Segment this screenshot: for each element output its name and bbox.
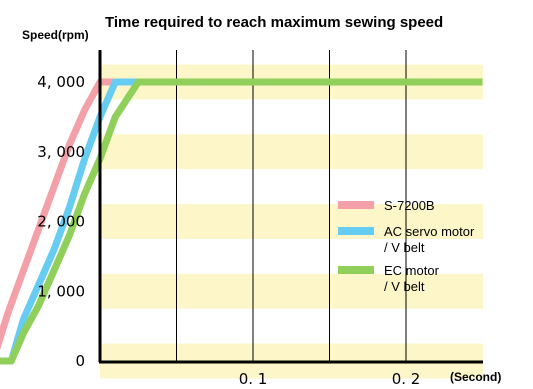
legend-swatch-0 — [338, 201, 374, 209]
series-lines — [0, 78, 483, 365]
series-line-2 — [0, 78, 483, 365]
legend-label-2-1: / V belt — [384, 279, 425, 294]
chart-title: Time required to reach maximum sewing sp… — [105, 14, 443, 31]
legend-swatch-1 — [338, 227, 374, 235]
series-line-0 — [0, 78, 116, 351]
y-tick-label-3: 3, 000 — [37, 143, 85, 161]
band-3 — [100, 273, 483, 309]
band-1 — [100, 134, 483, 170]
y-tick-label-4: 4, 000 — [37, 73, 85, 91]
legend-label-0-0: S-7200B — [384, 198, 435, 213]
legend-label-1-0: AC servo motor — [384, 224, 475, 239]
x-tick-label-0: 0. 1 — [239, 370, 268, 388]
x-axis-label: (Second) — [450, 370, 501, 384]
axes — [98, 50, 483, 364]
tick-labels: 0 1, 000 2, 000 3, 000 4, 000 0. 1 0. 2 — [37, 73, 420, 388]
y-axis-label: Speed(rpm) — [22, 28, 89, 42]
legend-swatch-2 — [338, 266, 374, 274]
y-tick-label-1: 1, 000 — [37, 282, 85, 300]
y-tick-label-0: 0 — [75, 352, 85, 370]
vertical-gridlines — [176, 50, 407, 361]
background-bands — [100, 64, 483, 379]
x-tick-label-1: 0. 2 — [392, 370, 421, 388]
legend-label-1-1: / V belt — [384, 240, 425, 255]
y-tick-label-2: 2, 000 — [37, 213, 85, 231]
band-2 — [100, 204, 483, 239]
legend-label-2-0: EC motor — [384, 263, 440, 278]
